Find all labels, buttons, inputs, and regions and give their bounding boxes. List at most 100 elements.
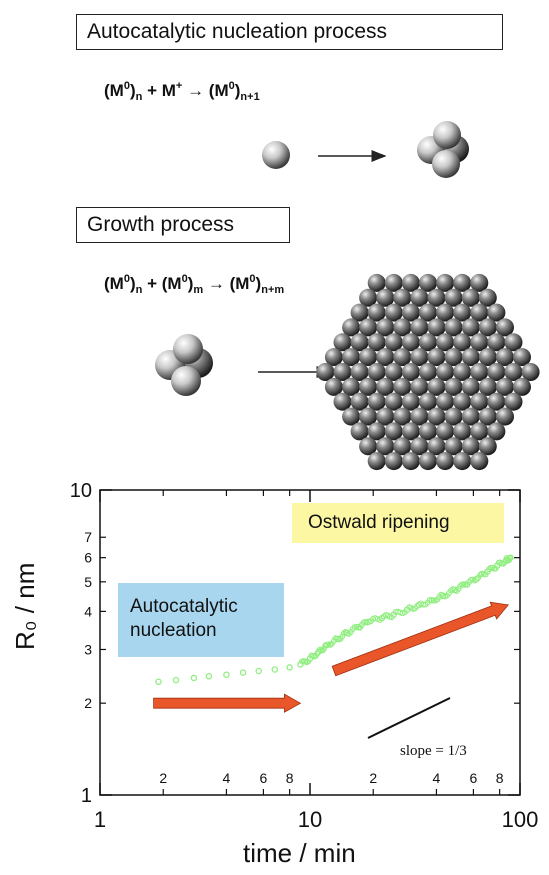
- nanocrystal-atom: [367, 452, 386, 471]
- nanocrystal-atom: [444, 348, 463, 367]
- nanocrystal-atom: [453, 333, 472, 352]
- nanocrystal-atom: [359, 377, 378, 396]
- nanocrystal-atom: [419, 303, 437, 322]
- data-point: [271, 666, 279, 673]
- nanocrystal-atom: [470, 452, 489, 471]
- data-point: [223, 671, 230, 678]
- nanocrystal-atom: [496, 407, 514, 426]
- nanocrystal-atom: [342, 407, 361, 426]
- nanocrystal-atom: [367, 363, 386, 381]
- single-atom-icon: [262, 141, 290, 169]
- nucleation-process-label: Autocatalytic nucleation process: [76, 14, 503, 50]
- x-tick-label: 100: [502, 807, 539, 832]
- nanocrystal-atom: [461, 348, 480, 367]
- nanocrystal-atom: [487, 303, 506, 322]
- nanocrystal-atom: [410, 407, 429, 426]
- nanocrystal-atom: [478, 318, 497, 337]
- nanocrystal-atom: [487, 333, 506, 352]
- nanocrystal-atom: [436, 363, 455, 381]
- ostwald-ripening-label: Ostwald ripening: [292, 503, 504, 543]
- data-series: [155, 554, 514, 686]
- data-point: [205, 673, 213, 680]
- nanocrystal-atom: [436, 303, 455, 322]
- y-axis-label: R₀ / nm: [10, 562, 40, 650]
- nanocrystal-atom: [478, 288, 497, 307]
- nanocrystal-atom: [367, 392, 386, 411]
- data-point: [239, 669, 247, 676]
- autocatalytic-line2: nucleation: [130, 620, 217, 641]
- nanocrystal-atom: [384, 363, 403, 381]
- nanocrystal-atom: [410, 318, 429, 337]
- nanocrystal-atom: [427, 348, 446, 367]
- data-point: [339, 633, 346, 640]
- x-minor-label: 4: [433, 770, 441, 786]
- nanocrystal-icon: [316, 273, 540, 471]
- trend-arrow: [331, 601, 510, 677]
- nanocrystal-atom: [410, 437, 429, 456]
- nanocrystal-atom: [359, 348, 378, 367]
- y-minor-label: 6: [84, 550, 92, 566]
- nanocrystal-atom: [436, 452, 455, 471]
- nanocrystal-atom: [444, 318, 463, 337]
- data-point: [507, 554, 514, 561]
- nucleation-equation: (M0)n + M+ → (M0)n+1: [104, 80, 260, 103]
- nanocrystal-atom: [521, 363, 540, 381]
- nanocrystal-atom: [393, 437, 412, 456]
- nanocrystal-atom: [478, 437, 497, 456]
- x-axis-label: time / min: [243, 838, 356, 868]
- y-minor-label: 5: [84, 574, 92, 590]
- nanocrystal-atom: [427, 288, 446, 307]
- nanocrystal-atom: [393, 348, 412, 367]
- nanocrystal-atom: [376, 318, 395, 337]
- nanocrystal-atom: [316, 363, 335, 381]
- autocatalytic-nucleation-label: Autocatalytic nucleation: [118, 583, 284, 657]
- cluster-icon: [155, 334, 213, 396]
- data-point: [365, 618, 372, 625]
- nanocrystal-atom: [359, 437, 378, 456]
- nanocrystal-atom: [487, 392, 506, 411]
- nanocrystal-atom: [350, 333, 369, 352]
- nanocrystal-atom: [393, 318, 412, 337]
- nanocrystal-atom: [401, 452, 420, 471]
- nanocrystal-atom: [350, 392, 369, 411]
- nanocrystal-atom: [453, 273, 472, 292]
- nanocrystal-atom: [376, 407, 395, 426]
- autocatalytic-line1: Autocatalytic: [130, 596, 238, 617]
- y-minor-label: 2: [84, 695, 92, 711]
- nanocrystal-atom: [453, 303, 472, 322]
- nanocrystal-atom: [342, 377, 361, 396]
- x-minor-label: 4: [223, 770, 231, 786]
- slope-label: slope = 1/3: [400, 743, 467, 759]
- nanocrystal-atom: [495, 348, 514, 367]
- axis-ticks: 1 10 100 2 4 6 8 2 4 6 8 1 10 2 3 4 5 6 7: [70, 480, 539, 832]
- growth-process-label: Growth process: [76, 207, 290, 243]
- nanocrystal-atom: [376, 377, 395, 396]
- data-point: [172, 676, 180, 684]
- nanocrystal-atom: [436, 273, 455, 292]
- data-point: [190, 674, 198, 682]
- nanocrystal-atom: [401, 333, 420, 352]
- nanocrystal-atom: [367, 273, 386, 292]
- nanocrystal-atom: [513, 348, 531, 367]
- nanocrystal-atom: [384, 452, 403, 471]
- x-tick-label: 1: [94, 807, 106, 832]
- nanocrystal-atom: [359, 407, 378, 426]
- nanocrystal-atom: [487, 422, 506, 441]
- nanocrystal-atom: [470, 392, 489, 411]
- nanocrystal-atom: [478, 407, 497, 426]
- nanocrystal-atom: [461, 437, 480, 456]
- x-tick-label: 10: [298, 807, 322, 832]
- nanocrystal-atom: [350, 363, 369, 381]
- nanocrystal-atom: [419, 392, 437, 411]
- nanocrystal-atom: [410, 288, 429, 307]
- nanocrystal-atom: [453, 392, 472, 411]
- nanocrystal-atom: [478, 377, 497, 396]
- nanocrystal-atom: [504, 333, 523, 352]
- nanocrystal-atom: [461, 288, 480, 307]
- nanocrystal-atom: [359, 288, 378, 307]
- nanocrystal-atom: [393, 377, 412, 396]
- trend-arrows: [153, 601, 510, 713]
- nanocrystal-atom: [384, 392, 403, 411]
- nanocrystal-atom: [513, 377, 531, 396]
